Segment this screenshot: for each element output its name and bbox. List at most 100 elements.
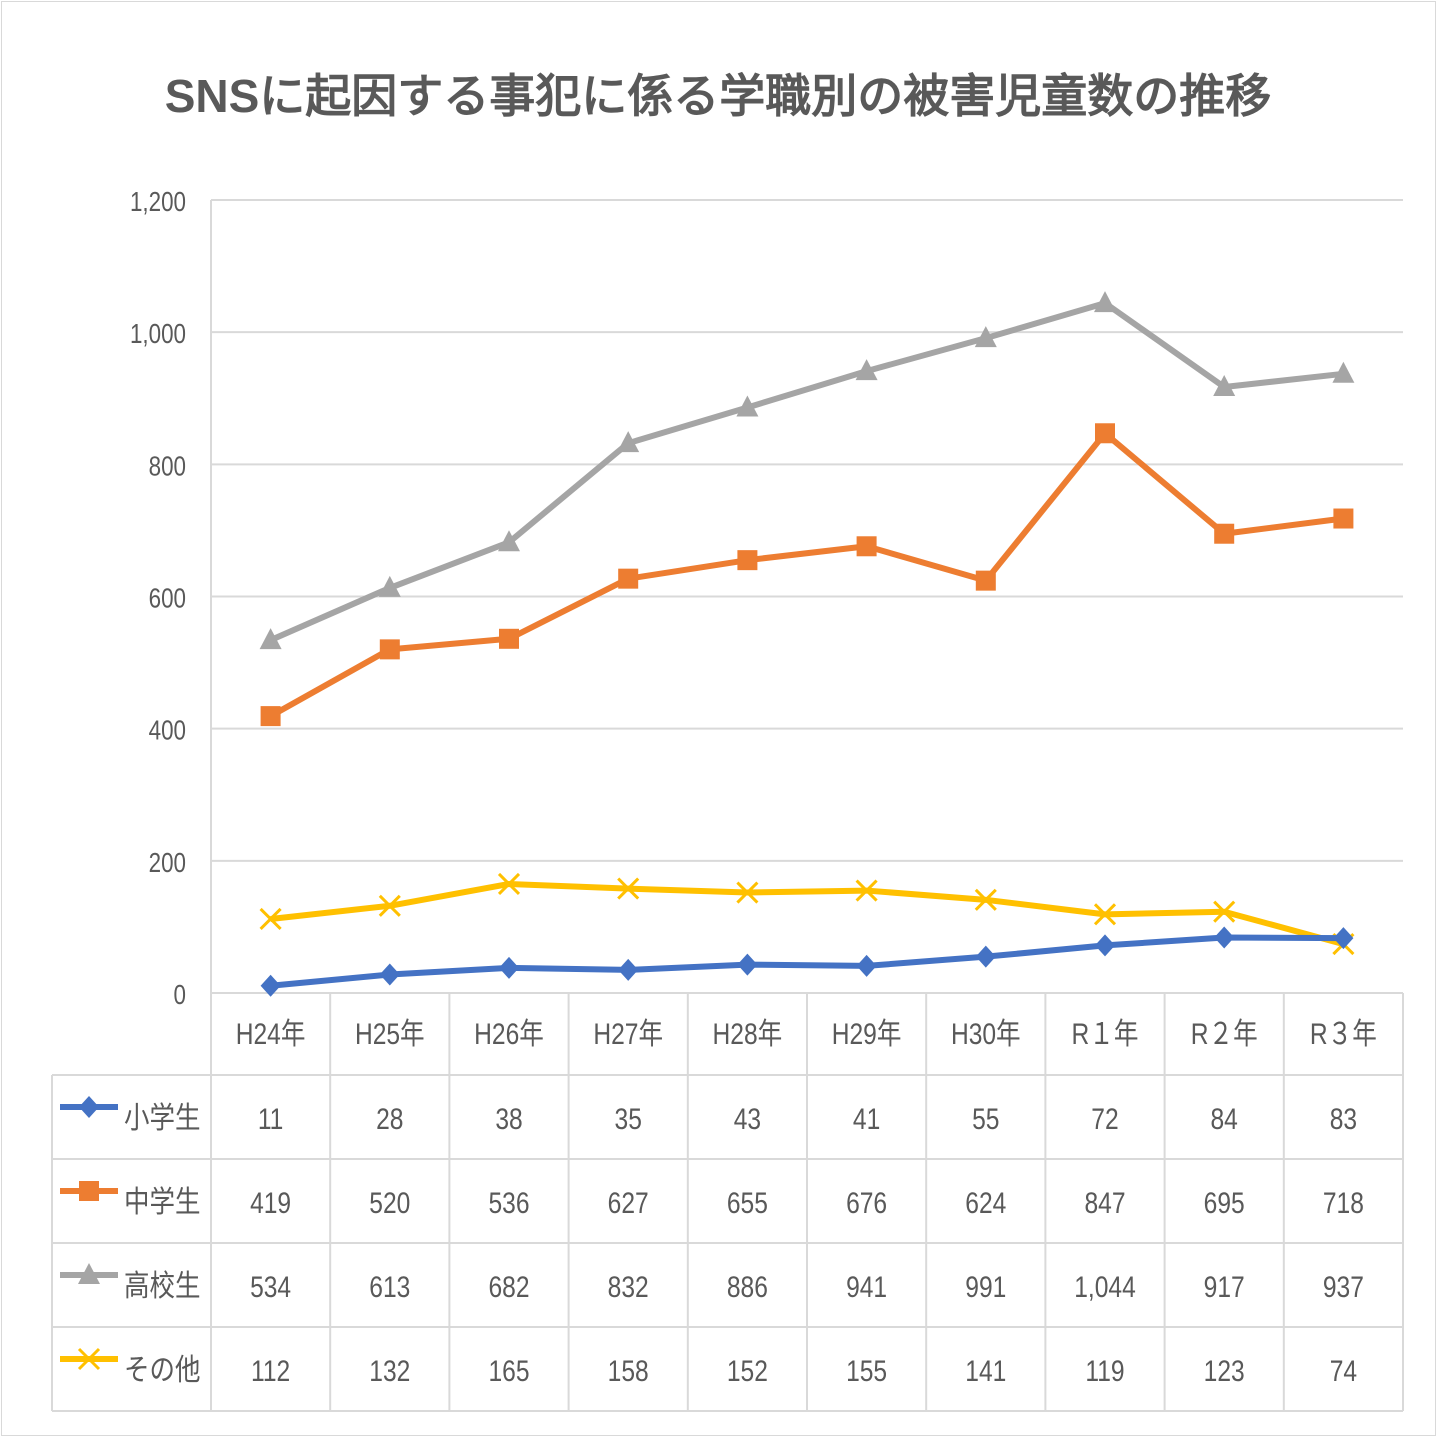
data-point-triangle xyxy=(498,530,520,552)
data-point-triangle xyxy=(1094,291,1116,313)
data-point-x xyxy=(974,888,997,911)
series-line-triangle xyxy=(269,300,1344,643)
x-tick-label: R１年 xyxy=(1072,1017,1139,1051)
data-point-square xyxy=(1333,508,1354,529)
data-table-cell: 152 xyxy=(727,1354,768,1388)
data-point-square xyxy=(260,706,281,727)
data-point-x xyxy=(378,894,401,917)
data-point-diamond xyxy=(618,958,639,981)
data-point-diamond xyxy=(737,953,758,976)
data-table-cell: 624 xyxy=(965,1186,1006,1220)
legend-marker-x xyxy=(77,1347,101,1371)
data-table-cell: 158 xyxy=(608,1354,649,1388)
data-point-diamond xyxy=(1214,926,1235,949)
data-point-triangle xyxy=(259,628,282,650)
series-line-square xyxy=(269,430,1344,719)
data-table-cell: 84 xyxy=(1211,1102,1238,1136)
x-tick-label: H24年 xyxy=(236,1017,306,1051)
data-point-diamond xyxy=(260,974,281,997)
data-table-cell: 917 xyxy=(1204,1270,1245,1304)
data-point-triangle xyxy=(974,326,997,348)
y-tick-label: 400 xyxy=(149,715,186,746)
data-table-cell: 536 xyxy=(488,1186,529,1220)
data-point-triangle xyxy=(617,431,640,453)
data-table-cell: 613 xyxy=(369,1270,410,1304)
y-tick-label: 1,000 xyxy=(130,319,186,350)
legend-label: 小学生 xyxy=(124,1101,200,1134)
data-table-cell: 832 xyxy=(608,1270,649,1304)
data-table-cell: 38 xyxy=(495,1102,522,1136)
data-table-cell: 1,044 xyxy=(1074,1270,1136,1304)
data-table-cell: 847 xyxy=(1084,1186,1125,1220)
data-point-diamond xyxy=(499,956,519,979)
x-tick-label: R２年 xyxy=(1191,1017,1258,1051)
data-point-square xyxy=(737,550,758,571)
data-table-cell: 112 xyxy=(251,1354,290,1388)
data-point-x xyxy=(259,907,282,931)
data-table-cell: 72 xyxy=(1091,1102,1118,1136)
data-table-cell: 676 xyxy=(846,1186,887,1220)
legend-label: 高校生 xyxy=(124,1269,200,1302)
y-tick-label: 800 xyxy=(149,451,186,482)
data-table-cell: 682 xyxy=(488,1270,529,1304)
x-tick-label: H29年 xyxy=(832,1017,902,1051)
x-tick-label: R３年 xyxy=(1310,1017,1377,1051)
data-table-cell: 155 xyxy=(846,1354,887,1388)
legend-label: その他 xyxy=(124,1353,200,1386)
legend-label: 中学生 xyxy=(124,1185,200,1218)
data-point-square xyxy=(856,536,877,557)
data-table-cell: 937 xyxy=(1323,1270,1364,1304)
y-tick-label: 1,200 xyxy=(130,187,186,218)
data-table-cell: 695 xyxy=(1204,1186,1245,1220)
data-table-cell: 41 xyxy=(853,1102,880,1136)
series-line-diamond xyxy=(270,934,1344,989)
data-point-square xyxy=(1214,523,1235,544)
data-point-square xyxy=(975,570,996,591)
data-point-diamond xyxy=(856,954,877,977)
data-table-cell: 165 xyxy=(488,1354,529,1388)
data-point-square xyxy=(618,568,639,589)
legend-marker-square xyxy=(79,1181,99,1201)
data-point-triangle xyxy=(1332,361,1355,383)
data-table-cell: 119 xyxy=(1085,1354,1124,1388)
legend-marker-diamond xyxy=(79,1096,99,1118)
data-point-triangle xyxy=(855,359,878,381)
data-table-cell: 991 xyxy=(965,1270,1006,1304)
data-point-triangle xyxy=(736,395,759,417)
x-tick-label: H30年 xyxy=(951,1017,1021,1051)
data-table-cell: 941 xyxy=(846,1270,887,1304)
data-table-cell: 886 xyxy=(727,1270,768,1304)
data-table-cell: 55 xyxy=(972,1102,999,1136)
data-point-x xyxy=(1213,900,1236,923)
data-table-cell: 11 xyxy=(258,1102,284,1136)
data-table-cell: 419 xyxy=(250,1186,291,1220)
data-table-cell: 520 xyxy=(369,1186,410,1220)
data-table-cell: 123 xyxy=(1204,1354,1245,1388)
data-table-cell: 534 xyxy=(250,1270,291,1304)
data-table-cell: 74 xyxy=(1330,1354,1357,1388)
data-point-diamond xyxy=(975,945,996,968)
x-tick-label: H27年 xyxy=(593,1017,663,1051)
data-point-square xyxy=(379,639,400,660)
data-point-triangle xyxy=(378,575,401,597)
x-tick-label: H25年 xyxy=(355,1017,425,1051)
data-point-x xyxy=(617,877,640,900)
data-table-cell: 28 xyxy=(376,1102,403,1136)
data-table-cell: 718 xyxy=(1323,1186,1364,1220)
y-tick-label: 600 xyxy=(149,583,186,614)
x-tick-label: H28年 xyxy=(713,1017,783,1051)
data-table-cell: 627 xyxy=(608,1186,649,1220)
data-point-x xyxy=(497,872,521,896)
data-point-diamond xyxy=(1095,934,1115,957)
x-tick-label: H26年 xyxy=(474,1017,544,1051)
legend-marker-triangle xyxy=(78,1263,100,1284)
series-line-x xyxy=(270,880,1345,947)
data-table-cell: 655 xyxy=(727,1186,768,1220)
data-point-x xyxy=(736,881,759,904)
data-table-cell: 132 xyxy=(369,1354,410,1388)
data-table-cell: 43 xyxy=(734,1102,761,1136)
data-table-cell: 35 xyxy=(615,1102,642,1136)
y-tick-label: 200 xyxy=(149,848,186,879)
